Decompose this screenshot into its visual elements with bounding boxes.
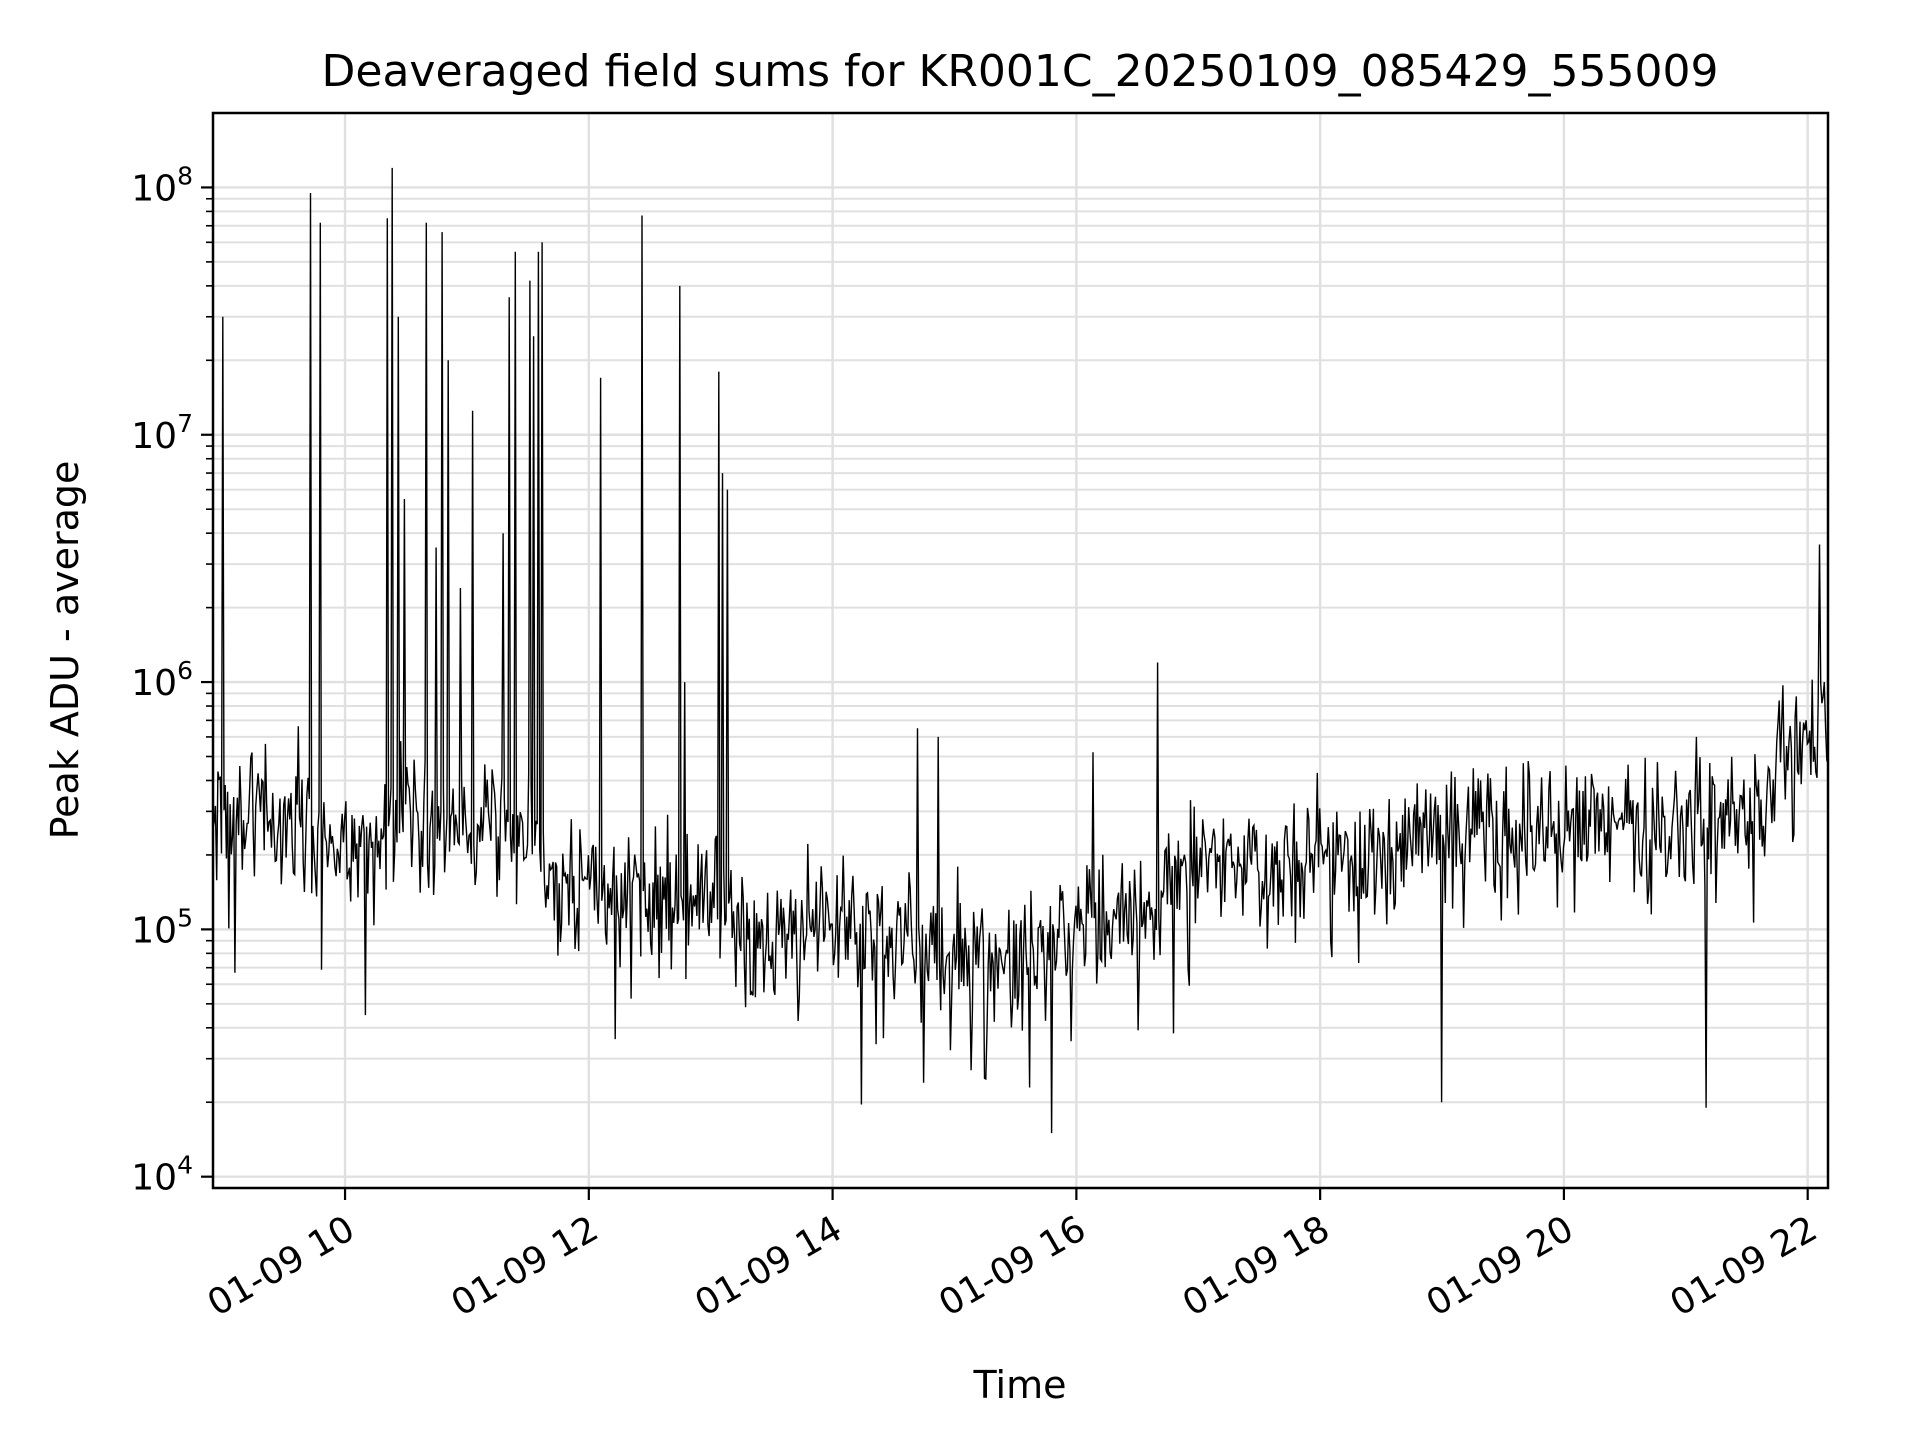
series-layer <box>213 167 1828 1134</box>
y-tick-base: 10 <box>131 910 177 951</box>
y-tick-exponent: 4 <box>177 1151 193 1180</box>
y-tick-base: 10 <box>131 663 177 704</box>
series-line <box>213 167 1828 1134</box>
y-tick-exponent: 7 <box>177 409 193 438</box>
y-tick-base: 10 <box>131 168 177 209</box>
y-tick-label: 104 <box>131 1151 193 1199</box>
grid-lines <box>213 113 1828 1188</box>
plot-frame <box>211 111 1830 1190</box>
y-axis-label: Peak ADU - average <box>43 461 87 840</box>
y-tick-base: 10 <box>131 1158 177 1199</box>
x-axis-label: Time <box>973 1363 1067 1407</box>
y-tick-base: 10 <box>131 416 177 457</box>
y-tick-label: 108 <box>131 161 193 209</box>
y-tick-exponent: 6 <box>177 656 193 685</box>
y-tick-label: 107 <box>131 409 193 457</box>
y-tick-label: 105 <box>131 903 193 951</box>
y-tick-exponent: 5 <box>177 903 193 932</box>
y-tick-exponent: 8 <box>177 161 193 190</box>
chart-title: Deaveraged field sums for KR001C_2025010… <box>322 46 1719 97</box>
y-tick-label: 106 <box>131 656 193 704</box>
